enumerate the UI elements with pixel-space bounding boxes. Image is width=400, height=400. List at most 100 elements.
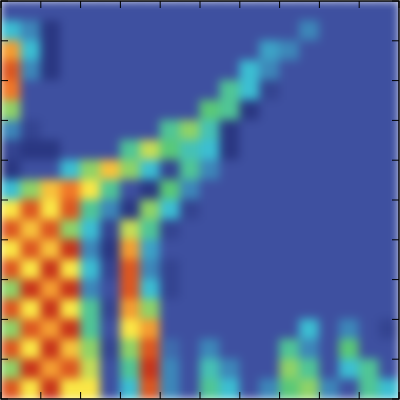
heatmap-cell [219,180,240,201]
x-tick-top [200,1,201,8]
heatmap-cell [379,319,399,340]
heatmap-cell [160,200,181,221]
heatmap-cell [1,379,21,399]
heatmap-cell [180,140,201,161]
heatmap-cell [120,379,141,399]
heatmap-cell [279,200,300,221]
heatmap-cell [100,200,121,221]
heatmap-cell [200,1,221,21]
heatmap-cell [279,120,300,141]
heatmap-cell [180,100,201,121]
heatmap-cell [219,239,240,260]
heatmap-cell [279,60,300,81]
heatmap-cell [40,80,61,101]
heatmap-cell [140,319,161,340]
heatmap-cell [140,160,161,181]
heatmap-cell [20,219,41,240]
heatmap-cell [219,120,240,141]
heatmap-cell [299,299,320,320]
heatmap-cell [200,339,221,360]
heatmap-cell [299,140,320,161]
heatmap-cell [1,60,21,81]
heatmap-cell [120,20,141,41]
heatmap-cell [40,259,61,280]
heatmap-cell [1,40,21,61]
heatmap-cell [339,319,360,340]
cells [1,1,399,399]
y-tick-right [392,80,399,81]
heatmap-cell [20,379,41,399]
heatmap-cell [239,20,260,41]
heatmap-cell [140,279,161,300]
heatmap-cell [160,259,181,280]
heatmap-cell [140,180,161,201]
heatmap-cell [259,299,280,320]
heatmap-cell [259,239,280,260]
heatmap-cell [120,339,141,360]
y-tick-right [392,160,399,161]
heatmap-cell [160,379,181,399]
heatmap-cell [180,120,201,141]
heatmap-cell [20,60,41,81]
heatmap-cell [140,219,161,240]
heatmap-cell [299,60,320,81]
heatmap-cell [200,60,221,81]
y-tick-right [392,40,399,41]
heatmap-cell [140,379,161,399]
heatmap-cell [299,120,320,141]
heatmap-cell [60,80,81,101]
heatmap-cell [40,219,61,240]
heatmap-cell [100,180,121,201]
heatmap-cell [100,80,121,101]
heatmap-cell [1,299,21,320]
y-tick [1,279,8,280]
heatmap-cell [339,20,360,41]
y-tick-right [392,359,399,360]
heatmap-cell [120,299,141,320]
x-tick [120,392,121,399]
heatmap-cell [160,40,181,61]
heatmap-cell [120,120,141,141]
heatmap-cell [239,180,260,201]
heatmap-cell [60,60,81,81]
heatmap-cell [219,379,240,399]
heatmap-cell [160,319,181,340]
heatmap-cell [180,180,201,201]
heatmap-cell [339,100,360,121]
y-tick-right [392,120,399,121]
heatmap-cell [100,339,121,360]
heatmap-cell [239,40,260,61]
heatmap-cell [359,1,380,21]
heatmap-cell [160,1,181,21]
heatmap-cell [180,160,201,181]
heatmap-cell [60,20,81,41]
heatmap-cell [379,180,399,201]
heatmap-cell [60,140,81,161]
heatmap-cell [339,60,360,81]
heatmap-cell [140,20,161,41]
heatmap-cell [319,359,340,380]
heatmap-cell [359,319,380,340]
heatmap-chart [0,0,400,400]
heatmap-cell [339,180,360,201]
heatmap-cell [299,339,320,360]
heatmap-cell [379,379,399,399]
heatmap-cell [359,259,380,280]
heatmap-cell [40,279,61,300]
heatmap-cell [100,40,121,61]
heatmap-cell [160,219,181,240]
heatmap-cell [359,219,380,240]
heatmap-cell [319,40,340,61]
heatmap-cell [80,1,101,21]
heatmap-cell [359,160,380,181]
heatmap-cell [359,359,380,380]
heatmap-cell [200,120,221,141]
heatmap-cell [259,160,280,181]
heatmap-cell [239,319,260,340]
heatmap-cell [160,279,181,300]
heatmap-cell [80,120,101,141]
heatmap-cell [20,40,41,61]
heatmap-cell [120,40,141,61]
heatmap-cell [219,80,240,101]
x-tick-top [40,1,41,8]
